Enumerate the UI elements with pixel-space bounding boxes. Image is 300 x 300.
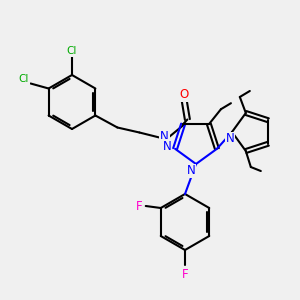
Text: N: N bbox=[187, 164, 195, 178]
Text: Cl: Cl bbox=[67, 46, 77, 56]
Text: F: F bbox=[182, 268, 188, 281]
Text: O: O bbox=[180, 88, 189, 101]
Text: N: N bbox=[226, 133, 234, 146]
Text: F: F bbox=[135, 200, 142, 212]
Text: Cl: Cl bbox=[18, 74, 29, 85]
Text: H: H bbox=[160, 140, 168, 149]
Text: N: N bbox=[160, 130, 169, 143]
Text: N: N bbox=[163, 140, 172, 153]
